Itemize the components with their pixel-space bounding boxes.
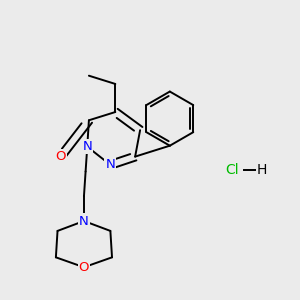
Text: N: N [106,158,115,171]
Text: O: O [79,261,89,274]
Text: N: N [79,214,89,227]
Text: O: O [56,150,66,163]
Text: Cl: Cl [226,163,239,177]
Text: H: H [257,163,268,177]
Text: N: N [82,140,92,153]
